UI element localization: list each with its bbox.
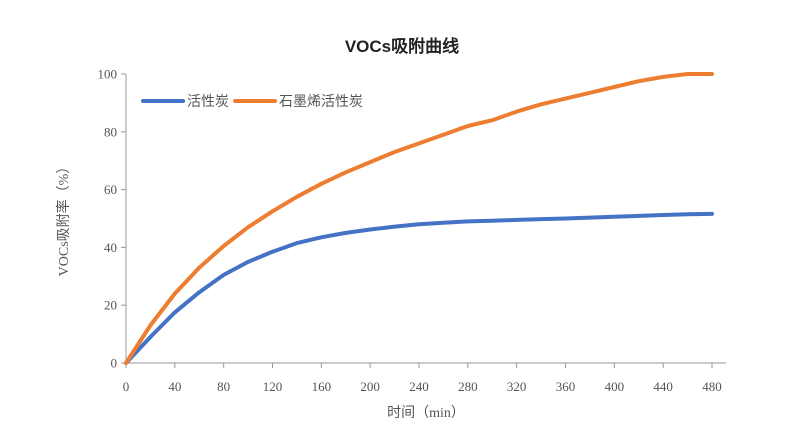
y-tick-label: 40 [104,240,117,255]
x-tick-label: 160 [312,379,332,394]
y-tick-label: 20 [104,298,117,313]
tick-labels: 0 20 40 60 80 100 0 40 80 120 160 200 240 280 320 360 40… [98,67,722,395]
x-tick-label: 240 [409,379,429,394]
series-lines [124,72,714,365]
legend-label-1: 活性炭 [187,94,229,110]
y-tick-label: 0 [111,356,118,371]
x-tick-label: 480 [702,379,722,394]
x-tick-label: 200 [360,379,380,394]
x-tick-label: 360 [556,379,576,394]
x-tick-label: 80 [217,379,230,394]
x-tick-label: 120 [263,379,283,394]
legend-label-2: 石墨烯活性炭 [279,94,363,110]
series-line-1 [124,211,714,365]
x-tick-label: 40 [168,379,181,394]
axes [121,73,726,368]
x-tick-label: 440 [653,379,673,394]
y-tick-label: 100 [98,67,118,82]
y-tick-label: 80 [104,124,117,139]
x-tick-label: 0 [123,379,130,394]
chart-title: VOCs吸附曲线 [345,36,459,56]
x-tick-label: 400 [605,379,625,394]
y-tick-label: 60 [104,182,117,197]
x-tick-label: 280 [458,379,478,394]
x-tick-label: 320 [507,379,527,394]
legend: 活性炭 石墨烯活性炭 [141,94,363,110]
series-line-2 [124,72,714,365]
x-axis-label: 时间（min） [387,405,465,421]
y-axis-label: VOCs吸附率（%） [55,160,72,277]
